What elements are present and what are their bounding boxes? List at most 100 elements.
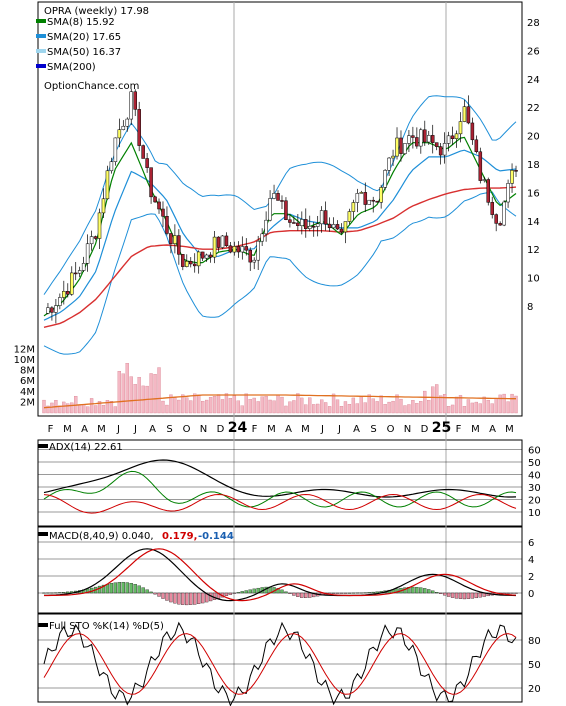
minus-di-line	[43, 493, 517, 514]
macd-histogram-bar	[288, 592, 292, 594]
volume-tick-label: 10M	[14, 355, 35, 366]
candle-body	[133, 91, 137, 110]
macd-histogram-bar	[248, 589, 252, 594]
volume-bar	[514, 395, 518, 414]
adx-tick-label: 40	[528, 471, 541, 482]
candle-body	[331, 224, 336, 229]
candle-body	[288, 219, 292, 223]
macd-histogram-bar	[347, 592, 352, 594]
volume-bar	[435, 384, 439, 414]
month-label: M	[97, 424, 106, 435]
volume-bar	[454, 396, 459, 414]
candle-body	[248, 249, 252, 263]
macd-histogram-bar	[375, 591, 379, 594]
price-panel	[37, 1, 523, 417]
adx-panel	[37, 439, 523, 527]
candle-body	[371, 199, 375, 202]
volume-bar	[288, 401, 292, 414]
macd-histogram-bar	[371, 591, 375, 594]
candle-body	[109, 161, 114, 172]
price-tick-label: 8	[527, 302, 533, 313]
price-tick-label: 22	[527, 103, 540, 114]
candle-body	[93, 236, 98, 239]
volume-bar	[157, 367, 161, 414]
candle-body	[327, 223, 332, 229]
candle-body	[454, 133, 459, 139]
volume-bar	[335, 399, 340, 414]
legend-swatch-sma8	[36, 19, 46, 23]
volume-bar	[169, 394, 173, 414]
candle-body	[181, 254, 185, 267]
month-axis: F M A M J J A S O N D 24 F M A M J J A S O N D 25 F M A M	[48, 420, 514, 436]
candle-body	[189, 261, 193, 265]
macd-histogram-bar	[514, 592, 518, 594]
macd-histogram-bar	[145, 589, 149, 594]
candle-body	[474, 139, 479, 153]
candle-body	[506, 183, 510, 203]
macd-histogram-bar	[54, 592, 58, 594]
candle-body	[50, 307, 54, 313]
macd-histogram-bar	[62, 592, 66, 594]
macd-histogram-bar	[292, 592, 296, 596]
candle-body	[478, 151, 483, 181]
month-label: J	[337, 424, 341, 435]
month-label: S	[370, 424, 376, 435]
month-label: 24	[228, 420, 248, 436]
candle-body	[129, 91, 133, 120]
volume-bar	[446, 406, 451, 414]
candle-body	[200, 251, 205, 259]
month-label: A	[81, 424, 88, 435]
candle-body	[66, 291, 70, 295]
macd-histogram-bar	[117, 582, 121, 594]
candle-body	[427, 135, 431, 143]
candle-body	[367, 199, 371, 205]
candle-body	[379, 187, 383, 203]
month-label: F	[456, 424, 462, 435]
volume-bar	[236, 400, 241, 414]
macd-histogram-bar	[161, 592, 165, 599]
volume-bar	[438, 395, 443, 414]
candle-body	[419, 129, 423, 147]
macd-histogram-bar	[363, 592, 367, 594]
volume-bar	[137, 377, 141, 414]
candle-body	[113, 137, 118, 162]
macd-histogram-bar	[228, 592, 233, 595]
volume-bar	[442, 394, 447, 414]
volume-bar	[296, 393, 300, 414]
volume-bar	[101, 405, 106, 414]
volume-bar	[232, 395, 237, 414]
candle-body	[244, 246, 249, 251]
volume-bar	[173, 397, 177, 414]
candle-body	[359, 192, 364, 194]
price-tick-label: 24	[527, 75, 540, 86]
volume-bar	[347, 404, 352, 414]
macd-value-signal: 0.179,	[162, 531, 197, 542]
candle-body	[252, 259, 256, 263]
candle-body	[89, 236, 94, 245]
volume-bar	[280, 396, 284, 414]
candle-body	[240, 246, 245, 253]
candle-body	[85, 243, 90, 264]
month-label: F	[252, 424, 258, 435]
volume-tick-label: 6M	[20, 376, 35, 387]
month-label: M	[471, 424, 480, 435]
month-label: J	[320, 424, 324, 435]
candle-body	[280, 200, 284, 202]
month-label: M	[267, 424, 276, 435]
macd-histogram-bar	[141, 587, 145, 594]
sto-tick-label: 20	[528, 684, 541, 695]
candle-body	[407, 135, 411, 144]
macd-histogram-bar	[506, 592, 510, 594]
candle-body	[173, 235, 177, 244]
candle-body	[399, 137, 403, 154]
price-tick-label: 10	[527, 274, 540, 285]
candle-body	[347, 211, 352, 222]
macd-histogram-bar	[42, 592, 46, 594]
volume-bar	[46, 405, 50, 414]
volume-bar	[185, 397, 189, 414]
candle-body	[510, 170, 514, 184]
candle-body	[486, 179, 490, 203]
volume-bar	[264, 396, 268, 414]
